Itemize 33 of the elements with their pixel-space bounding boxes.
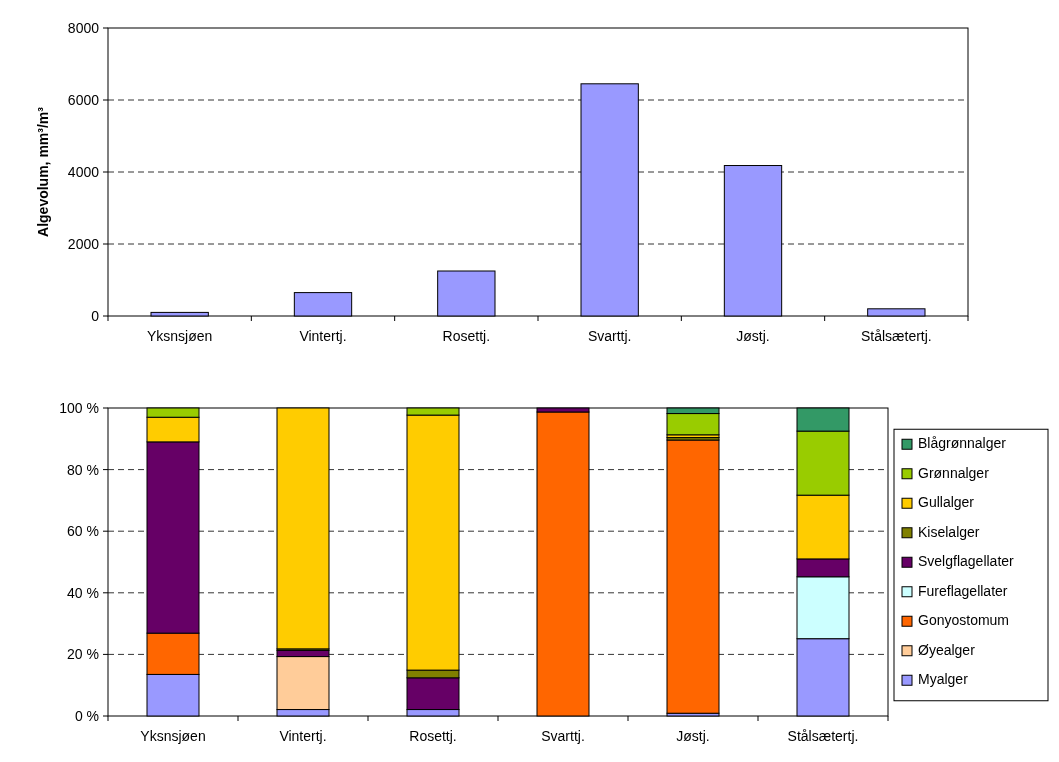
legend-label: Svelgflagellater <box>918 553 1015 570</box>
legend-label: Grønnalger <box>918 464 990 481</box>
y-tick-label: 100 % <box>59 400 99 416</box>
y-axis-title: Algevolum, mm³/m³ <box>35 106 51 237</box>
y-tick-label: 60 % <box>67 523 99 540</box>
y-tick-label: 80 % <box>67 461 99 478</box>
legend-label: Gonyostomum <box>918 612 1010 629</box>
x-tick-label: Svarttj. <box>587 328 632 344</box>
legend-label: Myalger <box>918 671 969 688</box>
y-tick-label: 6000 <box>67 92 100 108</box>
legend-label: Kiselalger <box>918 523 980 540</box>
legend-label: Øyealger <box>918 641 976 658</box>
y-tick-label: 0 % <box>74 708 99 724</box>
legend-label: Fureflagellater <box>918 582 1008 599</box>
y-tick-label: 0 <box>91 308 100 324</box>
x-tick-label: Vintertj. <box>299 328 347 344</box>
legend-label: Blågrønnalger <box>918 435 1007 452</box>
x-tick-label: Yksnsjøen <box>146 328 213 344</box>
x-tick-label: Jøstj. <box>676 728 710 744</box>
y-tick-label: 40 % <box>67 584 99 601</box>
legend-label: Gullalger <box>918 494 975 511</box>
x-tick-label: Jøstj. <box>736 328 770 344</box>
x-tick-label: Rosettj. <box>442 328 491 344</box>
x-tick-label: Vintertj. <box>279 728 327 744</box>
y-tick-label: 20 % <box>67 646 99 663</box>
y-tick-label: 4000 <box>67 164 100 180</box>
x-tick-label: Svarttj. <box>541 728 585 744</box>
x-tick-label: Stålsætertj. <box>860 328 932 344</box>
x-tick-label: Rosettj. <box>409 728 457 744</box>
y-tick-label: 2000 <box>67 236 100 252</box>
x-tick-label: Yksnsjøen <box>140 728 206 744</box>
x-tick-label: Stålsætertj. <box>787 728 859 744</box>
y-tick-label: 8000 <box>67 20 100 36</box>
